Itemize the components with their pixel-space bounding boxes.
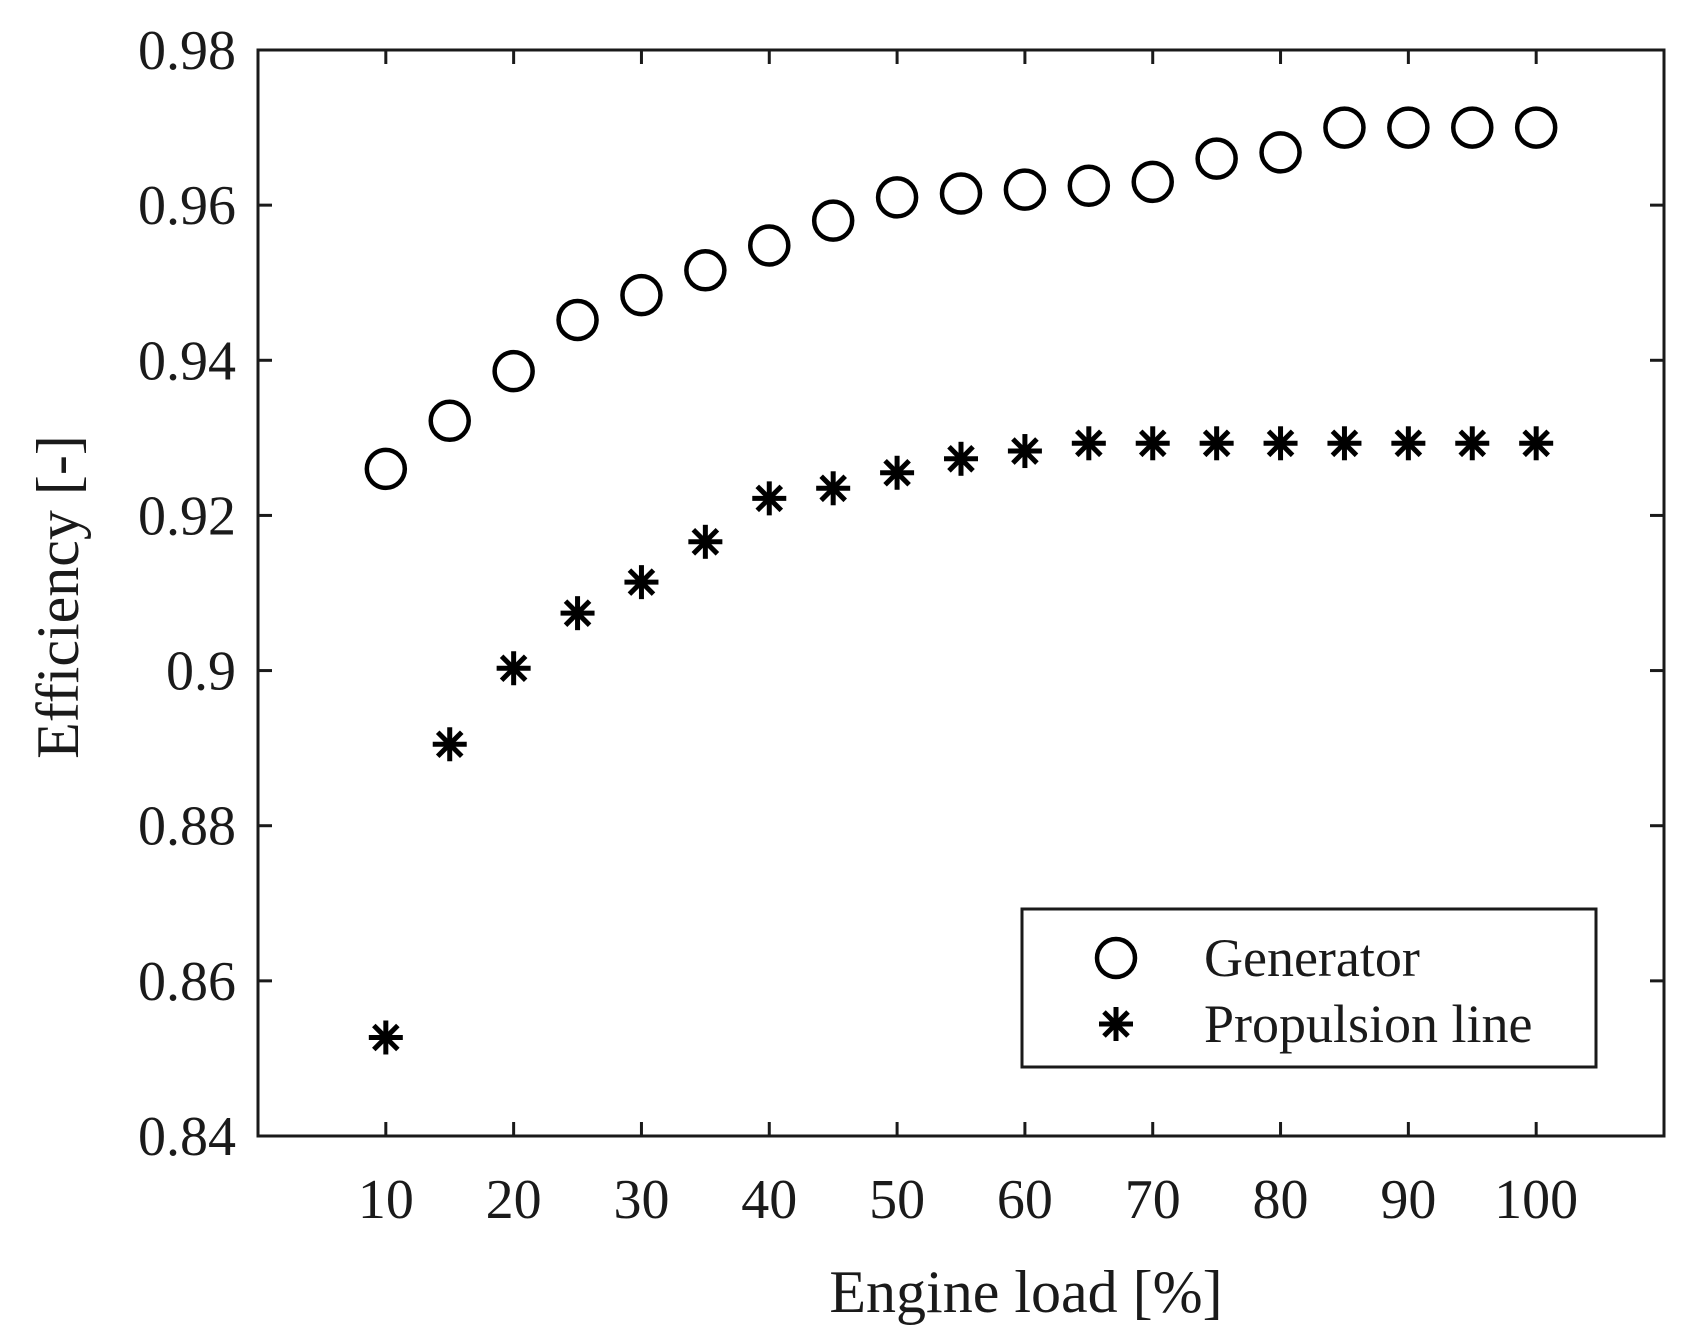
generator-point xyxy=(1003,168,1047,211)
propulsion-point xyxy=(816,471,851,506)
y-tick-labels: 0.84 0.86 0.88 0.9 0.92 0.94 0.96 0.98 xyxy=(138,20,236,1168)
generator-point xyxy=(875,176,919,219)
propulsion-point xyxy=(944,441,978,476)
propulsion-point xyxy=(624,565,659,600)
propulsion-point xyxy=(496,651,531,686)
generator-point xyxy=(1387,106,1430,149)
generator-point xyxy=(620,273,663,317)
generator-point xyxy=(1067,164,1111,207)
generator-point xyxy=(556,298,599,342)
plot-frame xyxy=(256,48,1666,1138)
propulsion-point xyxy=(432,727,467,762)
propulsion-point xyxy=(688,524,723,559)
generator-point xyxy=(1514,106,1558,149)
propulsion-point xyxy=(1199,426,1234,461)
generator-point xyxy=(684,249,727,292)
legend-asterisk-icon xyxy=(1099,1007,1133,1041)
propulsion-point xyxy=(1263,426,1298,461)
propulsion-point xyxy=(1071,426,1106,461)
propulsion-point xyxy=(368,1020,403,1055)
legend-label: Propulsion line xyxy=(1204,994,1533,1054)
propulsion-point xyxy=(1519,426,1554,461)
x-tick-labels: 10 20 30 40 50 60 70 80 90 100 xyxy=(358,1169,1578,1231)
x-tick-label: 10 xyxy=(358,1169,414,1231)
x-tick-label: 20 xyxy=(486,1169,542,1231)
series-propulsion-line xyxy=(368,426,1554,1055)
y-tick-label: 0.98 xyxy=(138,20,236,82)
generator-point xyxy=(1259,131,1302,174)
legend-label: Generator xyxy=(1204,928,1420,988)
x-tick-label: 30 xyxy=(613,1169,669,1231)
data-series xyxy=(364,106,1558,1055)
propulsion-point xyxy=(1135,426,1170,461)
generator-point xyxy=(811,199,855,242)
propulsion-point xyxy=(752,481,787,516)
generator-point xyxy=(748,224,791,267)
generator-point xyxy=(939,172,983,215)
y-tick-label: 0.88 xyxy=(138,796,236,858)
propulsion-point xyxy=(1391,426,1426,461)
propulsion-point xyxy=(880,455,915,490)
x-tick-label: 100 xyxy=(1494,1169,1578,1231)
x-tick-label: 50 xyxy=(869,1169,925,1231)
generator-point xyxy=(364,447,408,491)
x-axis-title: Engine load [%] xyxy=(829,1259,1222,1325)
generator-point xyxy=(492,349,535,393)
axis-ticks xyxy=(258,48,1664,1138)
y-tick-label: 0.94 xyxy=(138,330,236,392)
x-tick-label: 60 xyxy=(997,1169,1053,1231)
x-tick-label: 90 xyxy=(1380,1169,1436,1231)
x-tick-label: 40 xyxy=(741,1169,797,1231)
propulsion-point xyxy=(1007,434,1042,469)
propulsion-point xyxy=(1327,426,1362,461)
propulsion-point xyxy=(560,596,595,631)
y-tick-label: 0.9 xyxy=(166,641,236,703)
generator-point xyxy=(1451,106,1494,149)
legend-circle-icon xyxy=(1094,936,1138,980)
y-tick-label: 0.96 xyxy=(138,175,236,237)
generator-point xyxy=(1131,160,1174,204)
y-tick-label: 0.84 xyxy=(138,1106,236,1168)
generator-point xyxy=(1195,137,1238,180)
generator-point xyxy=(1323,106,1366,149)
propulsion-point xyxy=(1455,426,1490,461)
y-tick-label: 0.92 xyxy=(138,485,236,547)
series-generator xyxy=(364,106,1558,491)
x-tick-label: 70 xyxy=(1125,1169,1181,1231)
y-tick-label: 0.86 xyxy=(138,951,236,1013)
generator-point xyxy=(428,399,471,443)
x-tick-label: 80 xyxy=(1253,1169,1309,1231)
y-axis-title: Efficiency [-] xyxy=(25,435,91,759)
